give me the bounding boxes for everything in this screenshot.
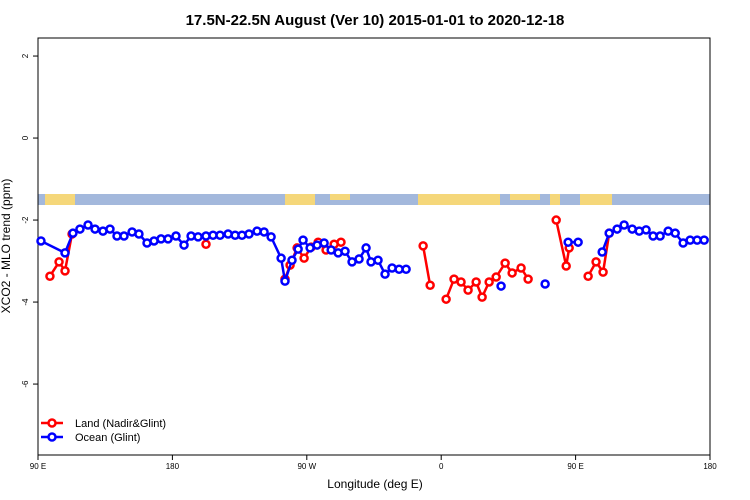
series [36, 220, 709, 291]
point [463, 285, 473, 295]
point [401, 264, 411, 275]
point [60, 266, 70, 276]
point [373, 255, 383, 265]
point [119, 231, 129, 241]
point [523, 274, 533, 284]
point [105, 224, 115, 234]
point [561, 261, 571, 271]
point [484, 277, 494, 287]
point [496, 281, 506, 291]
plot-frame [37, 37, 711, 456]
point [201, 239, 211, 249]
point [563, 237, 573, 247]
point [340, 246, 350, 256]
point [244, 229, 254, 239]
point [354, 254, 364, 264]
point [573, 237, 583, 247]
point [171, 231, 181, 241]
point [336, 237, 346, 247]
point [471, 277, 481, 287]
point [54, 257, 64, 267]
point [441, 294, 451, 304]
point [655, 231, 665, 241]
point [298, 235, 308, 245]
x-tick-label: 90 E [30, 462, 46, 471]
point [179, 240, 189, 250]
point [299, 253, 309, 263]
point [361, 243, 371, 253]
x-axis-label: Longitude (deg E) [327, 477, 422, 491]
point [641, 225, 651, 235]
point [516, 263, 526, 273]
y-tick-label: -4 [21, 298, 30, 306]
point [83, 220, 93, 230]
legend-marker [47, 432, 57, 442]
point [276, 253, 286, 263]
point [60, 248, 70, 258]
point [266, 232, 276, 242]
y-tick-label: -2 [21, 216, 30, 224]
point [507, 268, 517, 278]
point [583, 271, 593, 281]
point [500, 258, 510, 268]
point [491, 272, 501, 282]
point [259, 227, 269, 237]
point [551, 215, 561, 225]
point [612, 224, 622, 234]
legend-label: Ocean (Glint) [75, 432, 140, 444]
y-tick-label: 0 [21, 135, 30, 140]
point [418, 241, 428, 251]
point [215, 230, 225, 240]
point [670, 228, 680, 238]
point [134, 229, 144, 239]
x-tick-label: 0 [439, 462, 444, 471]
x-tick-label: 90 E [567, 462, 583, 471]
chart-title: 17.5N-22.5N August (Ver 10) 2015-01-01 t… [186, 12, 565, 29]
point [68, 228, 78, 238]
y-tick-label: -6 [21, 380, 30, 388]
x-tick-label: 180 [166, 462, 180, 471]
point [45, 271, 55, 281]
point [456, 277, 466, 287]
point [597, 247, 607, 257]
point [591, 257, 601, 267]
land-strip [38, 194, 710, 205]
point [280, 276, 290, 286]
point [699, 235, 709, 245]
point [75, 224, 85, 234]
point [287, 255, 297, 265]
y-axis-label: XCO2 - MLO trend (ppm) [0, 179, 13, 314]
point [90, 224, 100, 234]
point [425, 280, 435, 290]
point [193, 232, 203, 242]
legend-marker [47, 418, 57, 428]
point [380, 269, 390, 279]
x-tick-label: 90 W [297, 462, 316, 471]
point [163, 234, 173, 244]
point [293, 244, 303, 254]
legend: Land (Nadir&Glint) Ocean (Glint) [41, 418, 166, 444]
point [604, 228, 614, 238]
point [598, 267, 608, 277]
legend-label: Land (Nadir&Glint) [75, 418, 166, 430]
point [477, 292, 487, 302]
y-tick-label: 2 [21, 53, 30, 58]
point [540, 279, 550, 289]
x-tick-label: 180 [703, 462, 717, 471]
point [619, 220, 629, 230]
point [36, 236, 46, 246]
point [319, 238, 329, 248]
